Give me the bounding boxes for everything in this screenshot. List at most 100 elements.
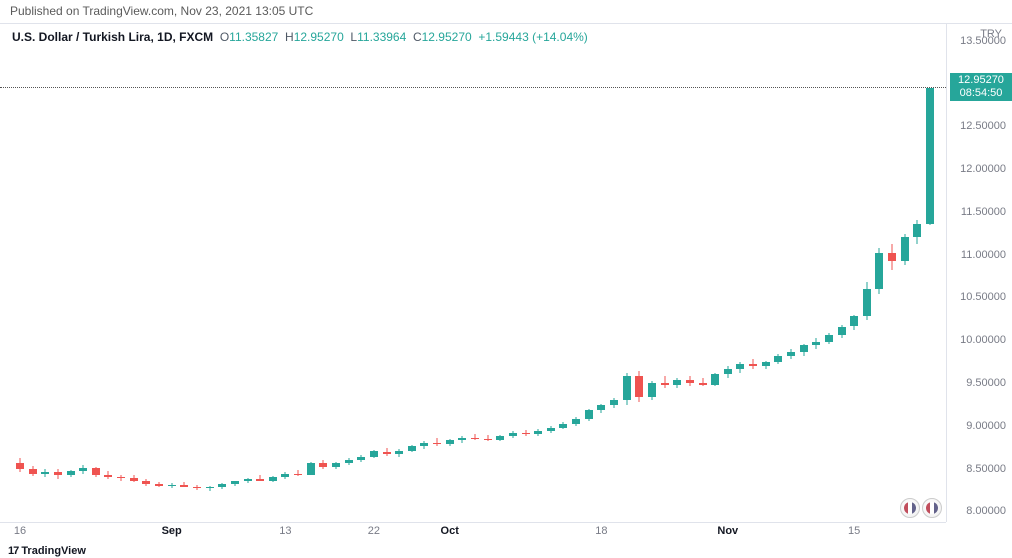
candle	[357, 455, 365, 462]
candle	[749, 359, 757, 369]
candle	[104, 471, 112, 479]
x-tick: 18	[595, 525, 607, 537]
candle	[863, 282, 871, 320]
candle	[395, 449, 403, 457]
candle	[180, 482, 188, 487]
chart-plot[interactable]	[0, 24, 946, 522]
candle	[875, 248, 883, 294]
candle	[509, 431, 517, 438]
candle	[29, 466, 37, 476]
candle	[572, 417, 580, 426]
candle	[370, 450, 378, 459]
candle	[332, 462, 340, 470]
candle	[231, 481, 239, 486]
symbol-name: U.S. Dollar / Turkish Lira, 1D, FXCM	[12, 30, 213, 44]
y-tick: 11.00000	[961, 249, 1006, 261]
x-axis[interactable]: 16 Sep 13 22 Oct 18 Nov 15	[0, 522, 946, 540]
x-tick: 15	[848, 525, 860, 537]
candle	[610, 398, 618, 407]
brand-name: TradingView	[21, 545, 86, 557]
y-tick: 9.50000	[966, 377, 1006, 389]
candle	[155, 482, 163, 487]
y-tick: 10.50000	[960, 291, 1006, 303]
candle	[420, 441, 428, 449]
y-tick: 13.50000	[960, 35, 1006, 47]
candle	[711, 373, 719, 387]
candle	[661, 376, 669, 388]
candle	[142, 479, 150, 486]
candle	[547, 426, 555, 433]
ohlc-h-label: H	[285, 30, 294, 44]
candle	[597, 404, 605, 413]
x-tick: Oct	[441, 525, 459, 537]
x-tick: 22	[368, 525, 380, 537]
candle	[585, 409, 593, 421]
candle	[446, 439, 454, 446]
candle	[673, 378, 681, 388]
candle	[281, 472, 289, 479]
flag-icon	[922, 498, 942, 518]
candle	[67, 470, 75, 477]
candle	[319, 460, 327, 469]
candle	[838, 325, 846, 339]
candle	[913, 220, 921, 244]
candle	[256, 475, 264, 481]
candle	[471, 434, 479, 440]
candle	[218, 483, 226, 489]
candle	[130, 475, 138, 482]
ohlc-c: 12.95270	[422, 30, 472, 44]
y-axis[interactable]: TRY 8.000008.500009.000009.5000010.00000…	[946, 24, 1012, 522]
price-line	[0, 87, 946, 88]
candle	[926, 88, 934, 226]
candle	[787, 349, 795, 359]
candle	[168, 483, 176, 488]
candle	[54, 469, 62, 479]
candle	[206, 486, 214, 491]
candle	[117, 475, 125, 482]
y-tick: 8.50000	[966, 463, 1006, 475]
ohlc-l: 11.33964	[357, 30, 406, 44]
candle	[193, 485, 201, 490]
candle	[812, 338, 820, 348]
candle	[496, 435, 504, 441]
ohlc-o: 11.35827	[229, 30, 278, 44]
x-tick: 16	[14, 525, 26, 537]
candle	[345, 458, 353, 465]
y-tick: 9.00000	[966, 420, 1006, 432]
candle	[724, 366, 732, 378]
candle	[244, 478, 252, 483]
candle	[901, 234, 909, 265]
candle	[433, 438, 441, 446]
candle	[522, 430, 530, 436]
chart-container: U.S. Dollar / Turkish Lira, 1D, FXCM O11…	[0, 24, 1012, 558]
x-tick: Sep	[162, 525, 182, 537]
brand-footer: 17 TradingView	[8, 545, 86, 557]
candle	[762, 361, 770, 370]
candle	[534, 429, 542, 436]
watermark-icons	[900, 498, 942, 518]
candle	[800, 344, 808, 356]
y-tick: 11.50000	[961, 206, 1006, 218]
x-tick: Nov	[717, 525, 738, 537]
candle	[92, 467, 100, 477]
candle	[850, 315, 858, 330]
candle	[383, 448, 391, 456]
ohlc-c-label: C	[413, 30, 422, 44]
candle	[269, 476, 277, 482]
candle	[458, 436, 466, 443]
candle	[635, 371, 643, 402]
candle	[294, 470, 302, 476]
candle	[484, 435, 492, 441]
candle	[623, 373, 631, 406]
ohlc-o-label: O	[220, 30, 229, 44]
candle	[559, 422, 567, 429]
legend[interactable]: U.S. Dollar / Turkish Lira, 1D, FXCM O11…	[12, 30, 588, 44]
y-tick: 10.00000	[960, 334, 1006, 346]
ohlc-h: 12.95270	[294, 30, 344, 44]
x-tick: 13	[279, 525, 291, 537]
candle	[408, 445, 416, 453]
candle	[686, 376, 694, 386]
candle	[699, 378, 707, 387]
candle	[648, 381, 656, 400]
candle	[825, 333, 833, 343]
